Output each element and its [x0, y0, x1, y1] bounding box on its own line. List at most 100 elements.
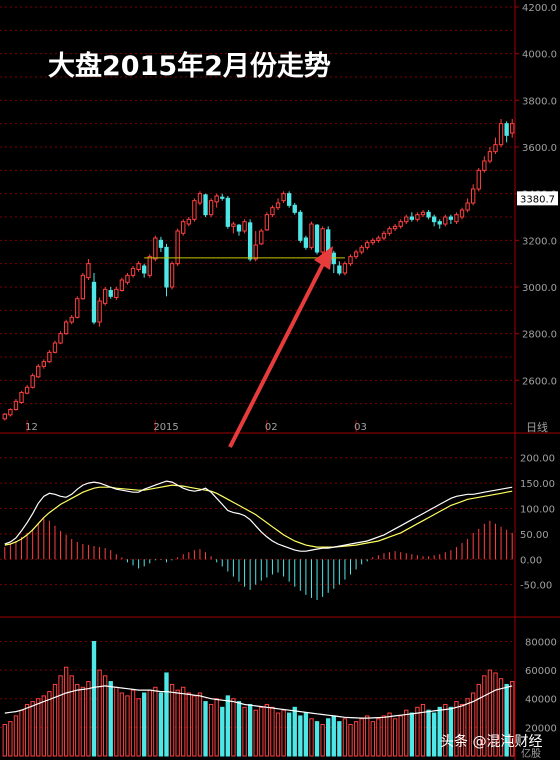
candle-up [275, 202, 281, 209]
candle-up [482, 160, 487, 171]
candle-down [91, 281, 97, 323]
candle-down [303, 237, 309, 248]
candle-up [309, 223, 314, 248]
volume-bar-up [24, 703, 30, 757]
candle-up [381, 232, 387, 239]
volume-bar-up [192, 695, 197, 757]
candle-up [443, 216, 448, 225]
volume-bar-up [498, 678, 504, 757]
volume-bar-up [281, 709, 286, 757]
candle-up [487, 151, 493, 162]
candle-down [504, 123, 509, 136]
candle-down [448, 216, 454, 220]
candle-up [392, 225, 398, 230]
volume-bar-up [487, 669, 493, 757]
candle-up [58, 333, 63, 344]
volume-bar-up [153, 686, 158, 757]
volume-bar-up [443, 703, 448, 757]
volume-bar-down [236, 701, 242, 757]
candle-up [86, 263, 91, 279]
volume-bar-up [181, 686, 186, 757]
volume-bar-up [47, 691, 52, 757]
volume-bar-down [437, 706, 442, 757]
candle-down [298, 211, 303, 241]
volume-bar-up [52, 683, 58, 757]
volume-tick-label: 20000 [525, 723, 557, 734]
current-price-label: 3380.7 [520, 194, 555, 205]
volume-bar-up [348, 724, 353, 757]
candle-down [225, 197, 231, 227]
candle-up [192, 200, 197, 220]
candle-up [36, 365, 41, 378]
candle-up [175, 230, 180, 265]
volume-bar-down [225, 695, 231, 757]
candle-down [142, 265, 147, 274]
volume-panel [2, 640, 515, 757]
volume-bar-up [125, 695, 130, 757]
volume-bar-up [370, 721, 375, 757]
volume-bar-up [320, 724, 325, 757]
volume-bar-down [314, 721, 320, 757]
volume-bar-down [142, 692, 147, 757]
candle-down [331, 252, 336, 265]
price-tick-label: 3800.0 [522, 96, 557, 107]
volume-bar-up [58, 675, 63, 757]
volume-bar-down [164, 672, 169, 757]
volume-bar-up [19, 709, 24, 757]
volume-bar-up [482, 675, 487, 757]
candle-up [404, 216, 409, 223]
candle-up [75, 298, 80, 318]
volume-bar-down [286, 712, 292, 757]
candle-up [281, 193, 286, 202]
volume-bar-up [465, 698, 470, 757]
volume-bar-up [41, 695, 46, 757]
candle-up [30, 375, 35, 388]
volume-bar-up [69, 675, 74, 757]
candle-up [41, 361, 46, 367]
candle-down [437, 221, 442, 225]
candle-up [264, 214, 270, 231]
price-tick-label: 4200.0 [522, 3, 557, 14]
candle-up [420, 211, 426, 216]
volume-bar-up [8, 721, 13, 757]
volume-bar-up [13, 715, 19, 757]
candle-down [108, 290, 113, 297]
volume-bar-up [214, 698, 219, 757]
volume-bar-up [136, 698, 141, 757]
price-tick-label: 4000.0 [522, 50, 557, 61]
volume-unit-label: 亿股 [521, 747, 541, 760]
volume-bar-up [387, 712, 392, 757]
candle-up [359, 246, 364, 253]
price-tick-label: 2600.0 [522, 376, 557, 387]
candle-up [186, 218, 191, 225]
candle-up [13, 400, 19, 411]
volume-bar-up [454, 701, 459, 757]
volume-bar-down [203, 701, 208, 757]
candle-down [337, 265, 342, 274]
candle-up [415, 214, 420, 220]
candle-up [493, 144, 498, 153]
candle-up [97, 300, 102, 323]
candle-down [409, 216, 415, 220]
volume-bar-up [476, 683, 481, 757]
volume-bar-up [342, 718, 348, 757]
volume-bar-up [259, 706, 264, 757]
candle-up [398, 221, 403, 227]
candle-up [465, 202, 470, 211]
volume-bar-up [471, 692, 476, 757]
candle-up [231, 223, 236, 227]
macd-tick-label: 200.00 [520, 454, 555, 465]
price-tick-label: 2800.0 [522, 330, 557, 341]
axis-layer: 2600.02800.03000.03200.03400.03600.03800… [25, 3, 558, 760]
candle-up [181, 221, 186, 234]
period-label: 日线 [526, 420, 548, 434]
candle-up [259, 230, 264, 245]
volume-bar-up [97, 669, 102, 757]
candle-up [270, 207, 275, 216]
candle-up [510, 123, 515, 134]
volume-bar-up [420, 703, 426, 757]
volume-bar-down [303, 712, 309, 757]
candle-down [426, 211, 431, 218]
price-panel [2, 119, 515, 421]
